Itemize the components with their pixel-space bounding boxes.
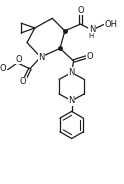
- Text: O: O: [87, 52, 93, 61]
- Text: H: H: [88, 33, 94, 39]
- Text: O: O: [0, 64, 6, 73]
- Text: O: O: [77, 6, 84, 15]
- Text: OH: OH: [105, 20, 118, 29]
- Text: N: N: [68, 96, 75, 105]
- Text: N: N: [38, 53, 45, 62]
- Text: O: O: [20, 77, 27, 86]
- Text: N: N: [68, 68, 75, 77]
- Text: N: N: [89, 25, 95, 34]
- Text: O: O: [15, 54, 22, 63]
